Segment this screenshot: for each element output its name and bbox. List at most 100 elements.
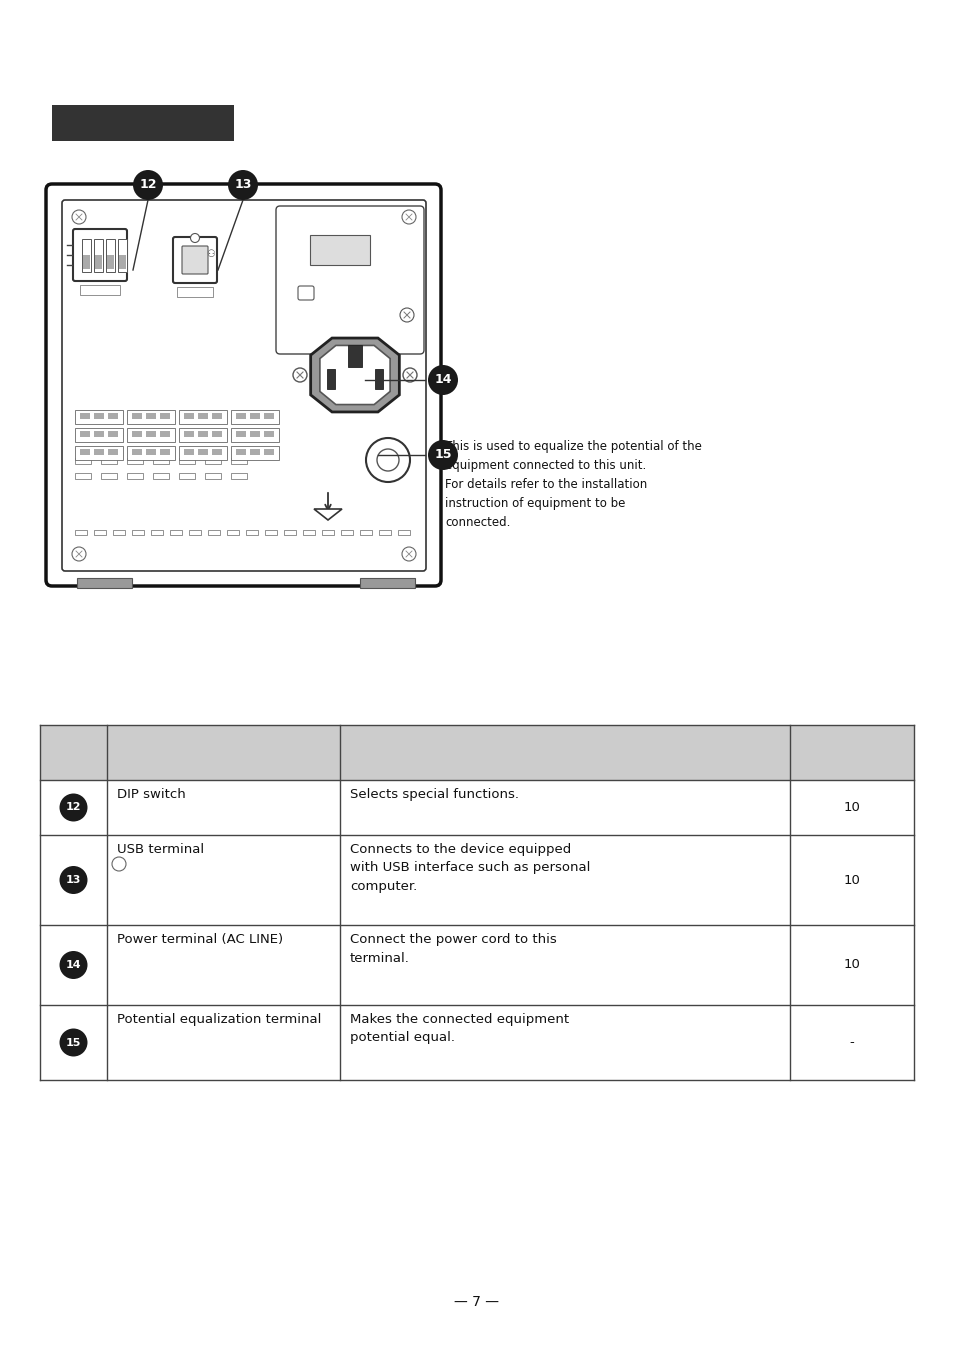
Bar <box>359 530 372 535</box>
Bar <box>205 458 221 464</box>
Circle shape <box>228 170 257 200</box>
Bar <box>160 449 170 456</box>
Bar <box>95 256 102 269</box>
Bar <box>378 530 391 535</box>
Bar <box>127 429 174 442</box>
Text: Makes the connected equipment
potential equal.: Makes the connected equipment potential … <box>350 1013 569 1045</box>
Bar <box>375 369 382 389</box>
Circle shape <box>59 950 88 979</box>
Bar <box>179 429 227 442</box>
Bar <box>146 412 156 419</box>
Circle shape <box>401 210 416 224</box>
Bar <box>170 530 182 535</box>
Bar <box>397 530 410 535</box>
Circle shape <box>71 210 86 224</box>
Circle shape <box>428 365 457 395</box>
Bar <box>77 579 132 588</box>
Bar <box>132 431 142 437</box>
Bar <box>212 449 222 456</box>
Bar <box>52 105 233 141</box>
FancyBboxPatch shape <box>62 200 426 571</box>
Text: Potential equalization terminal: Potential equalization terminal <box>117 1013 321 1026</box>
Text: 14: 14 <box>66 960 81 969</box>
Bar <box>108 412 118 419</box>
Bar <box>75 458 91 464</box>
Bar <box>108 449 118 456</box>
Text: DIP switch: DIP switch <box>117 788 186 800</box>
Bar <box>250 412 260 419</box>
Text: 15: 15 <box>66 1037 81 1048</box>
Circle shape <box>399 308 414 322</box>
Bar <box>160 431 170 437</box>
Bar <box>75 429 123 442</box>
Bar <box>212 431 222 437</box>
Text: -: - <box>849 1036 854 1049</box>
Bar <box>94 239 103 272</box>
Bar <box>264 431 274 437</box>
Circle shape <box>71 548 86 561</box>
Text: 13: 13 <box>66 875 81 886</box>
Bar <box>227 530 239 535</box>
Circle shape <box>402 368 416 383</box>
Text: USB terminal: USB terminal <box>117 844 204 856</box>
Bar <box>179 410 227 425</box>
Bar <box>75 530 87 535</box>
FancyBboxPatch shape <box>275 206 423 354</box>
Bar <box>246 530 257 535</box>
Bar <box>80 412 90 419</box>
Bar <box>82 239 91 272</box>
Bar <box>264 449 274 456</box>
Text: ⚇: ⚇ <box>207 249 215 260</box>
Text: — 7 —: — 7 — <box>454 1295 499 1309</box>
Text: 12: 12 <box>139 178 156 192</box>
FancyBboxPatch shape <box>182 246 208 274</box>
Bar <box>108 431 118 437</box>
Bar <box>160 412 170 419</box>
Circle shape <box>376 449 398 470</box>
Bar <box>231 458 247 464</box>
Bar <box>198 412 208 419</box>
Bar <box>118 239 127 272</box>
Bar <box>112 530 125 535</box>
Bar <box>250 449 260 456</box>
Bar <box>189 530 201 535</box>
Text: 10: 10 <box>842 959 860 972</box>
Bar <box>235 412 246 419</box>
Text: 10: 10 <box>842 800 860 814</box>
Bar <box>132 449 142 456</box>
Bar <box>75 446 123 460</box>
Bar <box>265 530 276 535</box>
Bar <box>75 410 123 425</box>
Bar <box>40 725 913 780</box>
Bar <box>152 473 169 479</box>
FancyBboxPatch shape <box>297 287 314 300</box>
Bar <box>231 410 278 425</box>
Bar <box>127 458 143 464</box>
Bar <box>205 473 221 479</box>
Polygon shape <box>314 508 341 521</box>
Bar <box>107 256 113 269</box>
Bar <box>250 431 260 437</box>
Bar <box>231 473 247 479</box>
Bar <box>127 473 143 479</box>
Text: Power terminal (AC LINE): Power terminal (AC LINE) <box>117 933 283 946</box>
Bar <box>146 449 156 456</box>
Bar <box>198 449 208 456</box>
Text: This is used to equalize the potential of the
equipment connected to this unit.
: This is used to equalize the potential o… <box>444 439 701 529</box>
Circle shape <box>293 368 307 383</box>
Bar <box>322 530 334 535</box>
FancyBboxPatch shape <box>46 184 440 585</box>
Bar <box>94 412 104 419</box>
Bar <box>151 530 163 535</box>
Bar <box>94 449 104 456</box>
Bar <box>327 369 335 389</box>
Circle shape <box>71 960 86 973</box>
Circle shape <box>59 794 88 822</box>
Bar <box>177 287 213 297</box>
Circle shape <box>112 857 126 871</box>
Bar <box>152 458 169 464</box>
Bar <box>101 458 117 464</box>
Bar <box>101 473 117 479</box>
Text: 13: 13 <box>234 178 252 192</box>
Text: 14: 14 <box>434 373 452 387</box>
